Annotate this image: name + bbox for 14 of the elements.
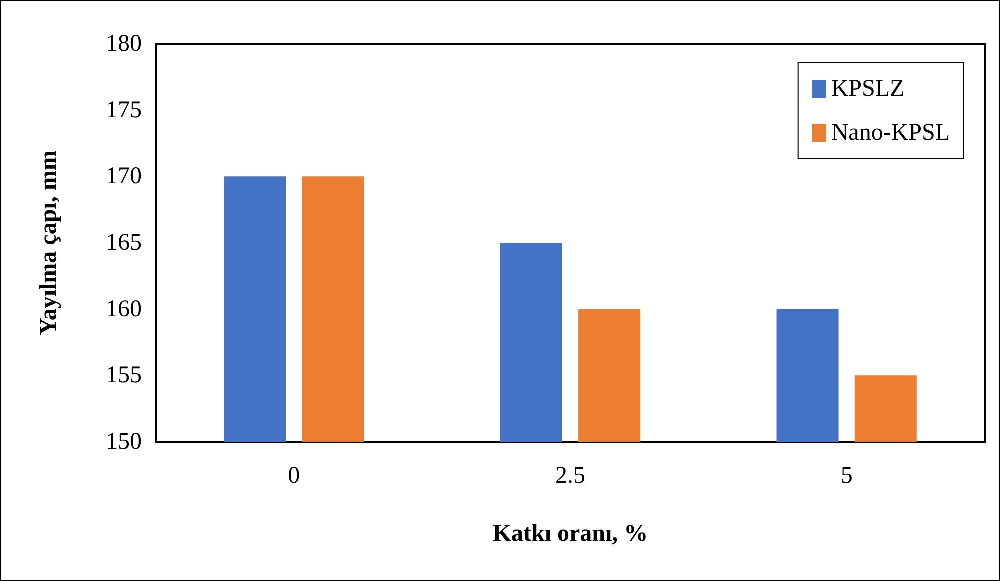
y-axis-title: Yayılma çapı, mm (36, 150, 62, 336)
y-tick-label: 160 (106, 296, 142, 322)
x-tick-label: 0 (288, 463, 300, 489)
y-tick-label: 155 (106, 362, 142, 389)
x-axis-title: Katkı oranı, % (492, 521, 648, 547)
y-tick-label: 175 (106, 97, 142, 124)
y-tick-label: 170 (106, 164, 142, 190)
legend-label: KPSLZ (831, 76, 905, 102)
y-tick-label: 165 (106, 230, 142, 256)
legend-label: Nano-KPSL (831, 120, 950, 146)
x-tick-label: 5 (840, 463, 853, 489)
y-tick-label: 150 (106, 429, 142, 455)
y-tick-label: 180 (106, 31, 142, 57)
x-tick-label: 2.5 (556, 463, 586, 489)
